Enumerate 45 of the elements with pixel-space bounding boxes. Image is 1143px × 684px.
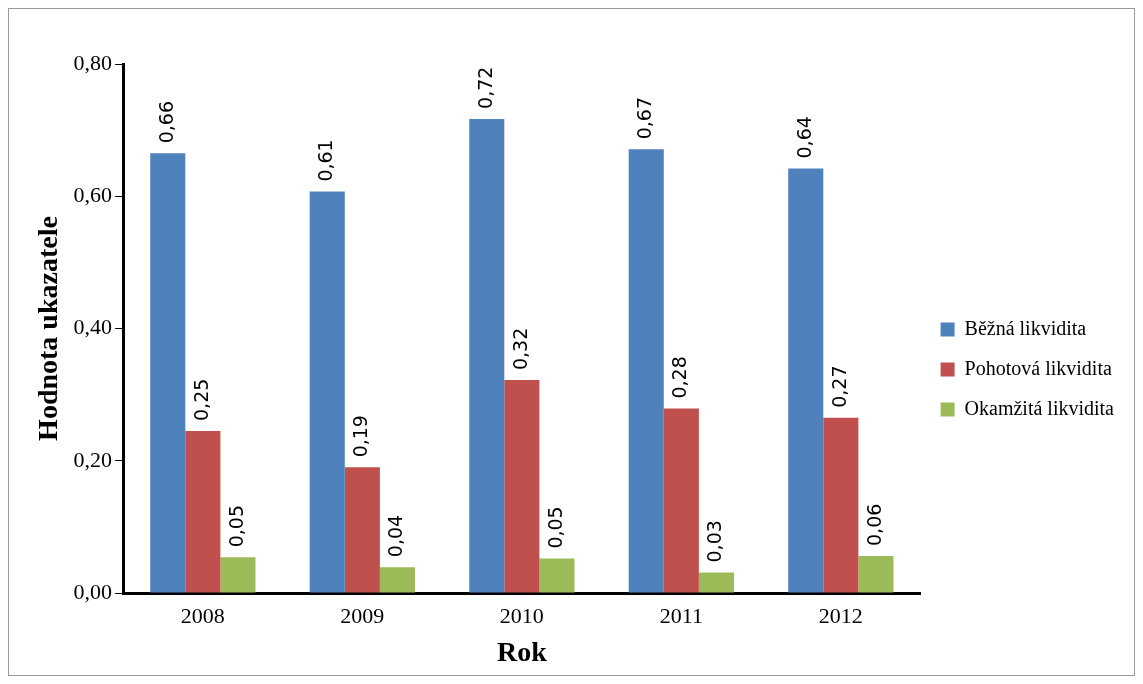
data-label: 0,67 xyxy=(633,96,656,140)
y-tick-label: 0,80 xyxy=(73,49,113,75)
bar xyxy=(469,118,505,593)
y-tick-label: 0,40 xyxy=(73,314,113,340)
x-axis-title: Rok xyxy=(496,636,548,668)
legend-label: Okamžitá likvidita xyxy=(964,396,1115,419)
data-label: 0,61 xyxy=(314,139,337,182)
y-axis-title: Hodnota ukazatele xyxy=(32,216,64,441)
bar xyxy=(309,191,345,593)
bar xyxy=(823,417,859,593)
x-tick-label: 2012 xyxy=(818,602,863,628)
x-tick-label: 2010 xyxy=(499,602,544,628)
data-label: 0,66 xyxy=(154,100,177,144)
data-label: 0,06 xyxy=(862,503,885,546)
data-label: 0,32 xyxy=(508,327,531,371)
bar xyxy=(220,557,256,593)
data-label: 0,04 xyxy=(384,514,407,558)
data-label: 0,25 xyxy=(189,378,212,421)
y-tick-label: 0,20 xyxy=(73,446,113,472)
data-label: 0,19 xyxy=(349,415,372,458)
bar xyxy=(504,380,540,593)
bar xyxy=(344,467,380,593)
y-tick-label: 0,00 xyxy=(73,578,113,604)
data-label: 0,27 xyxy=(827,365,850,408)
bar xyxy=(663,408,699,593)
data-label: 0,64 xyxy=(792,116,815,159)
x-tick-label: 2009 xyxy=(340,602,385,628)
legend-label: Pohotová likvidita xyxy=(964,356,1112,379)
bar xyxy=(539,558,575,593)
data-label: 0,03 xyxy=(703,520,726,563)
data-label: 0,72 xyxy=(473,66,496,109)
bar xyxy=(379,567,415,593)
x-tick-label: 2008 xyxy=(180,602,225,628)
data-label: 0,05 xyxy=(224,504,247,548)
data-label: 0,05 xyxy=(543,506,566,549)
data-label: 0,28 xyxy=(668,356,691,399)
bar xyxy=(858,555,894,593)
bar xyxy=(788,168,824,593)
bar xyxy=(150,153,186,593)
bar xyxy=(185,430,221,593)
bar xyxy=(698,572,734,593)
y-tick-label: 0,60 xyxy=(73,182,113,208)
legend-label: Běžná likvidita xyxy=(964,316,1087,339)
x-tick-label: 2011 xyxy=(659,602,703,628)
bar xyxy=(628,149,664,593)
